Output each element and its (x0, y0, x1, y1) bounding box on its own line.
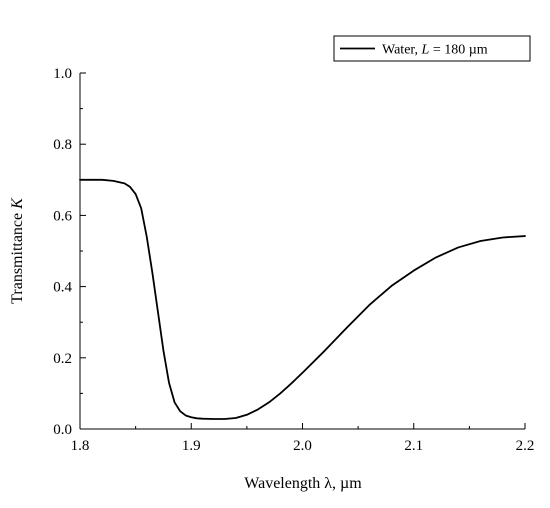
ticks: 1.8 1.9 2.0 2.1 2.2 0.0 0.2 0.4 0.6 0.8 1.0 (53, 66, 534, 454)
series-layer (79, 178, 526, 420)
axes (79, 73, 525, 430)
y-axis-label: Transmittance K (9, 197, 26, 304)
x-axis-label: Wavelength λ, µm (244, 475, 362, 492)
series-line-water (79, 178, 526, 420)
y-axis-label-text: Transmittance (9, 209, 26, 304)
legend: Water, L = 180 µm (333, 35, 531, 62)
y-tick-label: 0.2 (53, 351, 72, 367)
x-tick-label: 1.8 (71, 438, 90, 454)
x-tick-label: 2.0 (293, 438, 312, 454)
x-tick-label: 1.9 (182, 438, 201, 454)
x-tick-label: 2.1 (404, 438, 423, 454)
y-axis-label-variable: K (9, 197, 26, 210)
x-tick-label: 2.2 (516, 438, 535, 454)
y-tick-label: 0.0 (53, 422, 72, 438)
legend-entry-water: Water, L = 180 µm (382, 43, 488, 58)
legend-entry-suffix: = 180 µm (429, 43, 487, 58)
legend-entry-prefix: Water, (382, 43, 422, 58)
legend-entry-variable: L (421, 43, 430, 58)
y-tick-label: 0.8 (53, 137, 72, 153)
y-tick-label: 0.6 (53, 208, 72, 224)
y-tick-label: 0.4 (53, 280, 72, 296)
y-tick-label: 1.0 (53, 66, 72, 82)
